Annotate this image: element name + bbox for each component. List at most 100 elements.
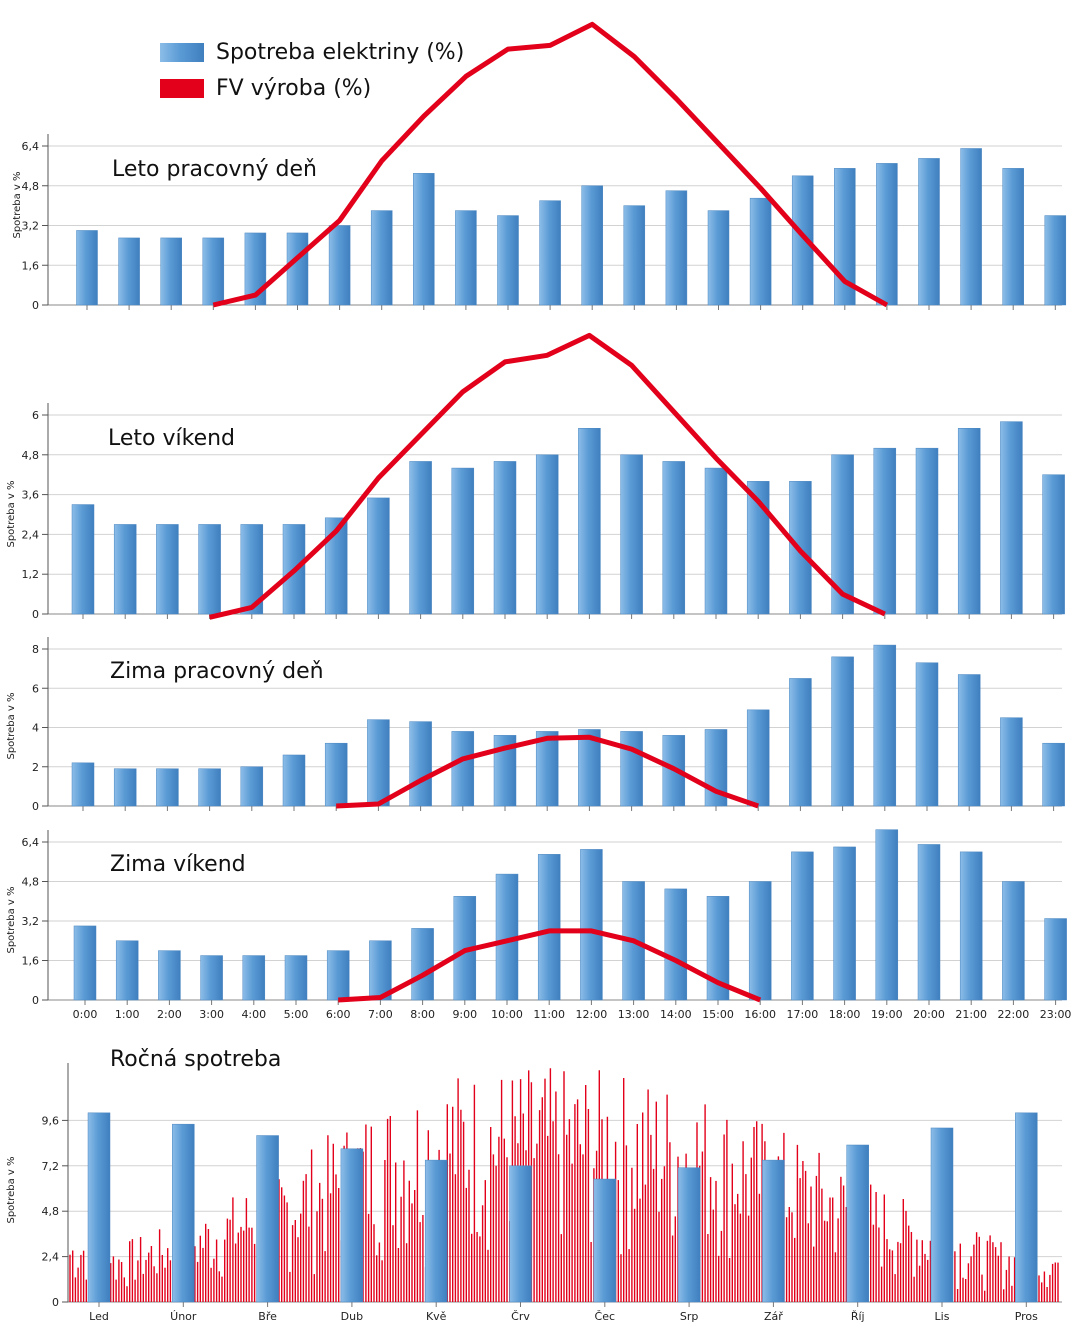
- y-tick-label: 7,2: [42, 1160, 60, 1173]
- y-tick-label: 0: [52, 1296, 59, 1309]
- y-tick-label: 4,8: [22, 876, 40, 889]
- legend-swatch-pv: [160, 78, 204, 98]
- x-tick-label: 10:00: [491, 1008, 523, 1021]
- consumption-bar: [87, 1112, 111, 1303]
- consumption-bar: [578, 729, 601, 807]
- y-tick-label: 8: [32, 643, 39, 656]
- x-tick-label: 5:00: [284, 1008, 309, 1021]
- chart-panel-1: 0 1,6 3,2 4,8 6,4 Spotreba v % Leto pracovný d…: [12, 21, 1067, 312]
- consumption-bar: [620, 731, 643, 807]
- y-tick-label: 1,2: [22, 568, 40, 581]
- x-tick-label: 17:00: [787, 1008, 819, 1021]
- consumption-bar: [707, 210, 730, 306]
- consumption-bar: [662, 461, 686, 615]
- y-tick-label: 3,2: [22, 915, 40, 928]
- consumption-bar: [451, 731, 475, 807]
- y-axis-label: Spotreba v %: [6, 886, 17, 953]
- consumption-bar: [762, 1159, 785, 1303]
- y-tick-label: 3,2: [22, 220, 40, 233]
- x-tick-label: 18:00: [829, 1008, 861, 1021]
- consumption-bar: [198, 768, 221, 807]
- x-tick-label: 3:00: [199, 1008, 224, 1021]
- consumption-bar: [677, 1167, 701, 1303]
- consumption-bar: [424, 1159, 448, 1303]
- pv-production-line: [209, 332, 886, 620]
- consumption-bar: [706, 896, 730, 1001]
- chart-title: Leto víkend: [108, 426, 235, 451]
- consumption-bar: [1015, 1112, 1038, 1303]
- consumption-bar: [324, 742, 348, 807]
- x-tick-label: 16:00: [744, 1008, 776, 1021]
- consumption-bar: [833, 846, 856, 1001]
- consumption-bar: [324, 517, 348, 615]
- consumption-bar: [581, 185, 603, 306]
- consumption-bar: [960, 148, 982, 306]
- y-tick-label: 0: [32, 994, 39, 1007]
- consumption-bar: [1000, 421, 1023, 615]
- x-tick-label: 12:00: [576, 1008, 608, 1021]
- consumption-bar: [834, 168, 856, 306]
- consumption-bar: [704, 467, 728, 615]
- consumption-bar: [580, 849, 603, 1001]
- consumption-bar: [493, 735, 517, 807]
- consumption-bar: [76, 230, 98, 306]
- x-tick-label: Led: [89, 1310, 109, 1323]
- pv-production-line: [336, 734, 760, 809]
- consumption-bar: [791, 175, 814, 306]
- consumption-bar: [535, 454, 559, 615]
- chart-legend: Spotreba elektriny (%) FV výroba (%): [160, 34, 464, 106]
- consumption-bar: [198, 524, 221, 615]
- legend-item-consumption: Spotreba elektriny (%): [160, 34, 464, 70]
- x-tick-label: Čec: [595, 1310, 616, 1323]
- x-tick-label: 23:00: [1040, 1008, 1072, 1021]
- y-axis-label: Spotreba v %: [6, 692, 17, 759]
- pv-production-line: [338, 928, 762, 1003]
- chart-panel-5: 0 2,4 4,8 7,2 9,6 Spotreba v % Led Únor Bře Dub Kv…: [6, 1047, 1062, 1323]
- consumption-bar: [172, 1123, 195, 1303]
- consumption-bar: [791, 851, 814, 1001]
- chart-title: Zima pracovný deň: [110, 659, 324, 684]
- y-tick-label: 4,8: [22, 180, 40, 193]
- consumption-bar: [537, 854, 561, 1001]
- consumption-bar: [509, 1165, 532, 1303]
- y-tick-label: 2,4: [22, 528, 40, 541]
- consumption-bar: [409, 461, 432, 615]
- x-tick-label: 4:00: [241, 1008, 266, 1021]
- consumption-bar: [71, 762, 95, 807]
- consumption-bar: [1002, 881, 1025, 1001]
- chart-panel-3: 0 2 4 6 8 Spotreba v % Zima pracovný deň: [6, 637, 1065, 813]
- consumption-bar: [115, 940, 139, 1001]
- consumption-bar: [497, 215, 519, 306]
- y-tick-label: 3,6: [22, 489, 40, 502]
- x-tick-label: Bře: [258, 1310, 277, 1323]
- consumption-bar: [957, 674, 981, 807]
- consumption-bar: [413, 173, 435, 306]
- consumption-bar: [623, 205, 646, 306]
- consumption-bar: [748, 881, 772, 1001]
- consumption-bar: [1044, 918, 1067, 1001]
- chart-title: Leto pracovný deň: [112, 157, 317, 182]
- y-tick-label: 6,4: [22, 836, 40, 849]
- y-axis-label: Spotreba v %: [12, 171, 23, 238]
- y-tick-label: 2: [32, 761, 39, 774]
- consumption-bar: [284, 955, 308, 1001]
- x-tick-label: 7:00: [368, 1008, 393, 1021]
- consumption-bar: [158, 950, 181, 1001]
- y-tick-label: 4,8: [42, 1205, 60, 1218]
- consumption-bar: [915, 447, 939, 615]
- consumption-bar: [240, 766, 264, 807]
- y-tick-label: 4: [32, 722, 39, 735]
- pv-production-line: [212, 21, 889, 308]
- consumption-bar: [831, 656, 854, 807]
- consumption-bar: [749, 197, 772, 306]
- x-tick-label: Lis: [935, 1310, 950, 1323]
- x-tick-label: 1:00: [115, 1008, 140, 1021]
- consumption-bar: [918, 158, 940, 306]
- chart-title: Zima víkend: [110, 852, 246, 877]
- y-tick-label: 6,4: [22, 140, 40, 153]
- legend-swatch-consumption: [160, 42, 204, 62]
- legend-label-consumption: Spotreba elektriny (%): [216, 39, 465, 65]
- consumption-bar: [370, 210, 393, 306]
- x-tick-label: Dub: [341, 1310, 363, 1323]
